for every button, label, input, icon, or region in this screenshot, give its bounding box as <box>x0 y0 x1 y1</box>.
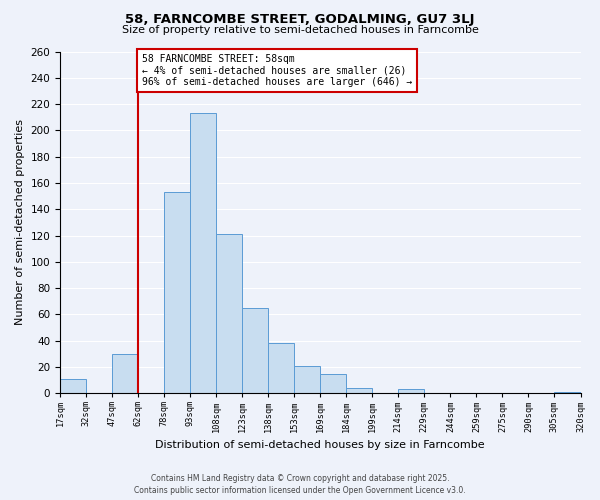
Bar <box>216 234 242 393</box>
Bar <box>60 379 86 393</box>
Text: Size of property relative to semi-detached houses in Farncombe: Size of property relative to semi-detach… <box>122 25 478 35</box>
Text: Contains HM Land Registry data © Crown copyright and database right 2025.
Contai: Contains HM Land Registry data © Crown c… <box>134 474 466 495</box>
Y-axis label: Number of semi-detached properties: Number of semi-detached properties <box>15 120 25 326</box>
Bar <box>268 344 294 393</box>
Text: 58, FARNCOMBE STREET, GODALMING, GU7 3LJ: 58, FARNCOMBE STREET, GODALMING, GU7 3LJ <box>125 12 475 26</box>
Bar <box>190 114 216 393</box>
X-axis label: Distribution of semi-detached houses by size in Farncombe: Distribution of semi-detached houses by … <box>155 440 485 450</box>
Bar <box>398 390 424 393</box>
Bar <box>320 374 346 393</box>
Bar <box>294 366 320 393</box>
Bar <box>346 388 373 393</box>
Bar <box>242 308 268 393</box>
Bar <box>164 192 190 393</box>
Bar <box>112 354 138 393</box>
Text: 58 FARNCOMBE STREET: 58sqm
← 4% of semi-detached houses are smaller (26)
96% of : 58 FARNCOMBE STREET: 58sqm ← 4% of semi-… <box>142 54 412 88</box>
Bar <box>554 392 581 393</box>
